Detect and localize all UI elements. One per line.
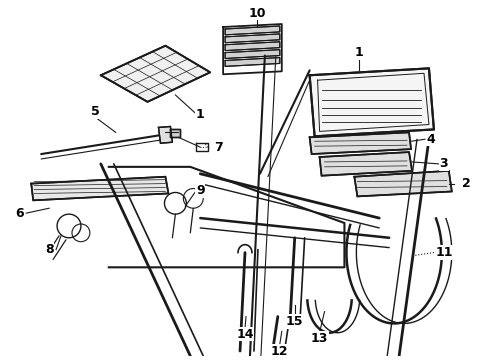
Polygon shape <box>319 152 412 176</box>
Text: 3: 3 <box>440 157 448 170</box>
Text: 6: 6 <box>15 207 24 220</box>
Text: 7: 7 <box>214 141 222 154</box>
Polygon shape <box>171 130 180 137</box>
Text: 2: 2 <box>463 177 471 190</box>
Text: 4: 4 <box>427 133 435 146</box>
Polygon shape <box>31 177 169 201</box>
Text: 15: 15 <box>286 315 303 328</box>
Text: 1: 1 <box>196 108 205 121</box>
Text: 10: 10 <box>248 7 266 20</box>
Polygon shape <box>225 50 280 59</box>
Polygon shape <box>225 26 280 35</box>
Polygon shape <box>225 58 280 66</box>
Polygon shape <box>354 171 452 197</box>
Text: 8: 8 <box>45 243 53 256</box>
Text: 1: 1 <box>355 46 364 59</box>
Polygon shape <box>158 126 172 143</box>
Text: 5: 5 <box>92 105 100 118</box>
Polygon shape <box>225 34 280 43</box>
Polygon shape <box>225 42 280 51</box>
Text: 14: 14 <box>236 328 254 341</box>
Polygon shape <box>310 132 411 154</box>
Text: 12: 12 <box>271 345 289 357</box>
Text: 9: 9 <box>196 184 204 197</box>
Polygon shape <box>101 46 210 102</box>
Polygon shape <box>310 68 434 136</box>
Text: 11: 11 <box>435 246 453 259</box>
Text: 13: 13 <box>311 332 328 345</box>
